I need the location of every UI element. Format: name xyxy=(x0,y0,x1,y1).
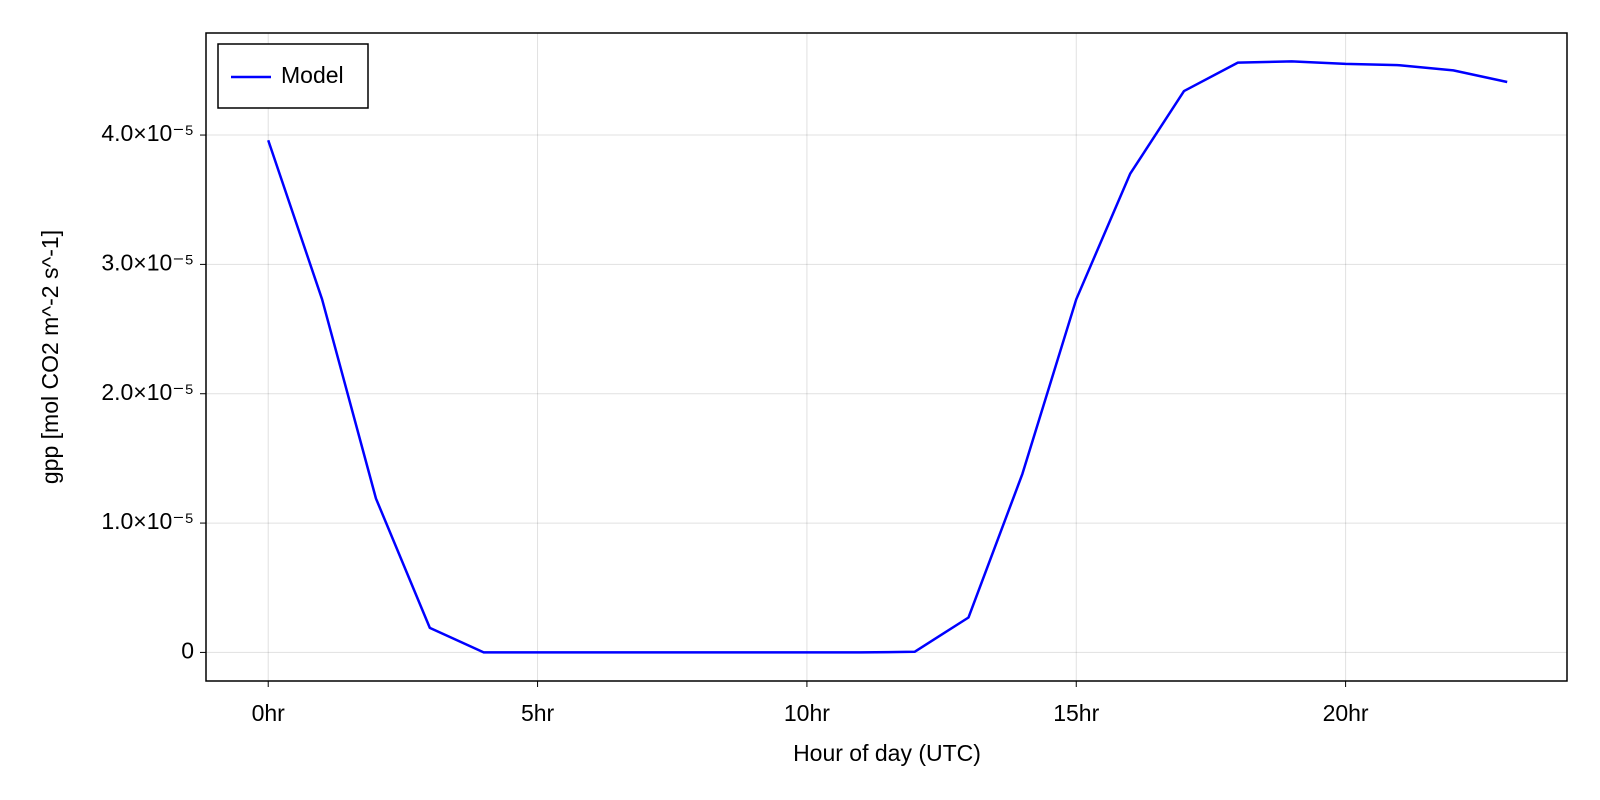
x-tick-label: 20hr xyxy=(1323,700,1369,726)
x-tick-label: 10hr xyxy=(784,700,830,726)
y-axis-label: gpp [mol CO2 m^-2 s^-1] xyxy=(37,230,63,484)
y-tick-label: 0 xyxy=(181,637,194,663)
y-tick-label: 2.0×10⁻⁵ xyxy=(101,379,194,405)
legend: Model xyxy=(217,43,369,109)
x-tick-label: 0hr xyxy=(252,700,286,726)
x-axis-label: Hour of day (UTC) xyxy=(793,740,981,766)
legend-label: Model xyxy=(281,62,344,88)
y-tick-label: 1.0×10⁻⁵ xyxy=(101,508,194,534)
y-tick-label: 4.0×10⁻⁵ xyxy=(101,120,194,146)
x-tick-label: 15hr xyxy=(1053,700,1099,726)
y-tick-label: 3.0×10⁻⁵ xyxy=(101,249,194,275)
series-line xyxy=(267,60,1508,654)
plot-frame xyxy=(205,32,1568,682)
x-tick-label: 5hr xyxy=(521,700,555,726)
